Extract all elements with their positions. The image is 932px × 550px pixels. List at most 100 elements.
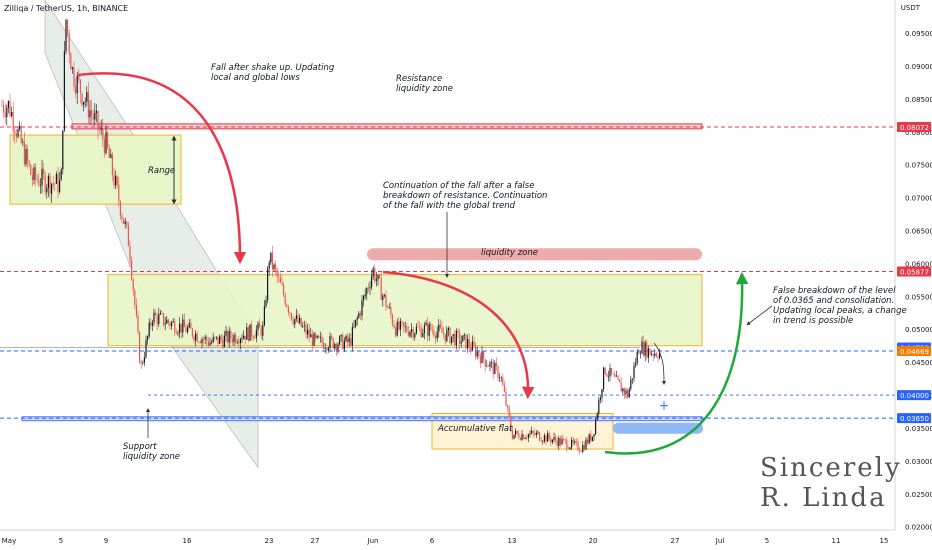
candle-body (382, 295, 384, 300)
candle-body (457, 330, 459, 333)
candle-body (255, 329, 257, 338)
candle-body (155, 312, 157, 316)
candle-body (91, 110, 93, 115)
candle-body (556, 440, 558, 447)
candle-body (438, 324, 440, 332)
candle-body (25, 149, 27, 165)
candle-body (430, 323, 432, 330)
candle-body (419, 326, 421, 328)
crosshair-icon (660, 401, 668, 410)
candle-body (375, 279, 377, 281)
x-tick-label: May (2, 537, 16, 545)
candle-body (635, 363, 637, 366)
candle-body (335, 344, 337, 351)
candle-body (140, 362, 142, 364)
candle-body (575, 441, 577, 442)
candle-body (302, 326, 304, 327)
candle-body (156, 315, 158, 325)
candle-body (158, 314, 160, 325)
candle-body (385, 294, 387, 308)
candle-body (468, 339, 470, 348)
candle-body (651, 354, 653, 355)
candle-body (339, 336, 341, 345)
y-tick-label: 0.05000 (905, 326, 932, 334)
candle-body (516, 430, 518, 434)
candle-body (479, 356, 481, 364)
candle-body (519, 438, 521, 440)
candle-body (590, 434, 592, 441)
candle-body (657, 356, 659, 359)
candle-body (547, 433, 549, 442)
candle-body (236, 342, 238, 343)
candle-body (455, 330, 457, 346)
candle-body (444, 334, 446, 342)
x-tick-label: 15 (880, 537, 889, 545)
candle-body (324, 348, 326, 349)
candle-body (473, 341, 475, 346)
candle-body (316, 335, 318, 338)
candle-body (15, 133, 17, 137)
candle-body (75, 87, 77, 94)
red-arrow-1 (77, 72, 247, 265)
candle-body (483, 351, 485, 360)
candle-body (313, 333, 315, 346)
candle-body (420, 327, 422, 338)
candle-body (553, 436, 555, 440)
candle-body (36, 178, 38, 181)
candle-body (111, 154, 113, 175)
candle-body (92, 114, 94, 120)
candle-body (415, 326, 417, 334)
candle-body (398, 321, 400, 330)
candle-body (567, 448, 569, 450)
candle-body (139, 332, 141, 363)
candle-body (227, 331, 229, 343)
candle-body (527, 434, 529, 439)
candle-body (217, 336, 219, 344)
candle-body (331, 336, 333, 339)
candle-body (427, 323, 429, 336)
candle-body (583, 444, 585, 450)
price-label: 0.04669 (900, 348, 929, 356)
candle-body (132, 279, 134, 291)
candle-body (411, 329, 413, 332)
candle-body (11, 111, 13, 116)
candle-body (151, 322, 153, 326)
x-tick-label: 16 (183, 537, 192, 545)
candle-body (478, 351, 480, 357)
candle-body (105, 132, 107, 154)
price-label-box (897, 413, 931, 424)
candle-body (543, 435, 545, 442)
candle-body (303, 325, 305, 327)
candle-body (211, 342, 213, 343)
candle-body (284, 294, 286, 305)
time-axis: May 5 9 16 23 27 Jun 6 13 20 27 Jul 5 11 15 (0, 529, 895, 545)
x-tick-label: 20 (589, 537, 598, 545)
y-tick-label: 0.04500 (905, 359, 932, 367)
candle-body (283, 284, 285, 295)
candle-body (380, 278, 382, 300)
candle-body (47, 175, 49, 188)
candle-body (127, 225, 129, 247)
candle-body (564, 439, 566, 441)
candle-body (107, 132, 109, 148)
candle-body (249, 324, 251, 341)
candle-body (446, 330, 448, 342)
candle-body (502, 377, 504, 386)
candle-body (135, 304, 137, 316)
candle-body (521, 434, 523, 440)
candle-body (591, 436, 593, 441)
candle-body (239, 338, 241, 344)
candle-body (188, 323, 190, 328)
candle-body (347, 335, 349, 343)
candle-body (571, 439, 573, 448)
candle-body (241, 338, 243, 340)
x-tick-label: 5 (59, 537, 63, 545)
range-zone (9, 134, 182, 205)
candle-body (137, 315, 139, 333)
candle-body (470, 347, 472, 351)
candle-body (131, 260, 133, 280)
candle-body (563, 439, 565, 440)
candle-body (561, 439, 563, 445)
candle-body (531, 430, 533, 434)
